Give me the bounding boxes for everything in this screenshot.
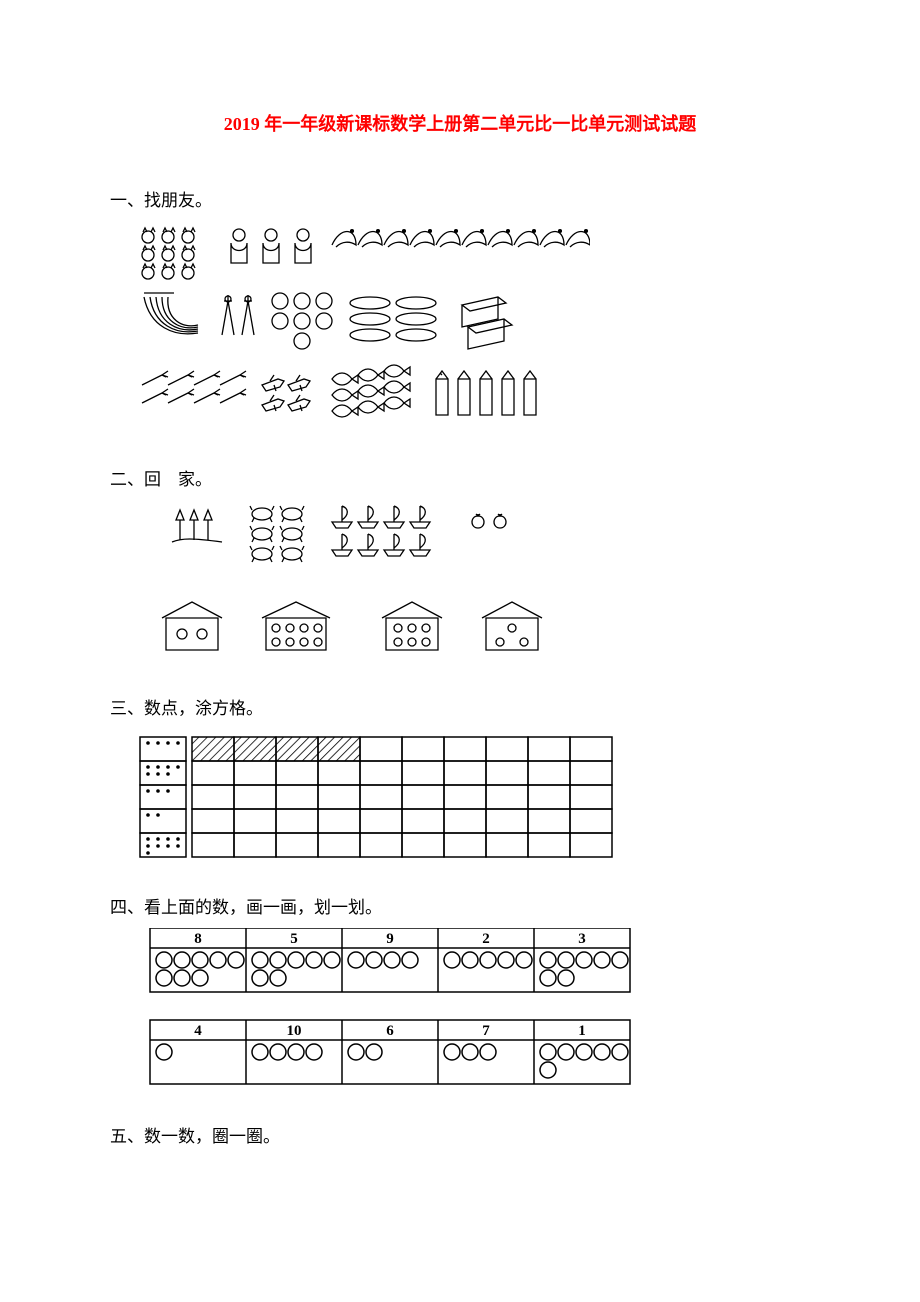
svg-text:4: 4 [194,1023,202,1039]
svg-text:3: 3 [578,931,586,947]
q3-figure [130,729,810,869]
svg-text:9: 9 [386,931,394,947]
svg-text:2: 2 [482,931,490,947]
section-4-heading: 四、看上面的数，画一画，划一划。 [110,893,810,918]
q4-figure: 8 5 9 2 3 4 10 6 7 1 [130,928,810,1098]
svg-text:1: 1 [578,1023,586,1039]
section-2-heading: 二、回 家。 [110,465,810,490]
q2-figure [130,500,810,670]
svg-text:8: 8 [194,931,202,947]
svg-text:7: 7 [482,1023,490,1039]
svg-text:10: 10 [287,1023,302,1039]
section-1-heading: 一、找朋友。 [110,186,810,211]
section-3-heading: 三、数点，涂方格。 [110,694,810,719]
page-title: 2019 年一年级新课标数学上册第二单元比一比单元测试试题 [110,110,810,136]
q1-figure [130,221,810,441]
svg-text:6: 6 [386,1023,394,1039]
svg-text:5: 5 [290,931,298,947]
section-5-heading: 五、数一数，圈一圈。 [110,1122,810,1147]
